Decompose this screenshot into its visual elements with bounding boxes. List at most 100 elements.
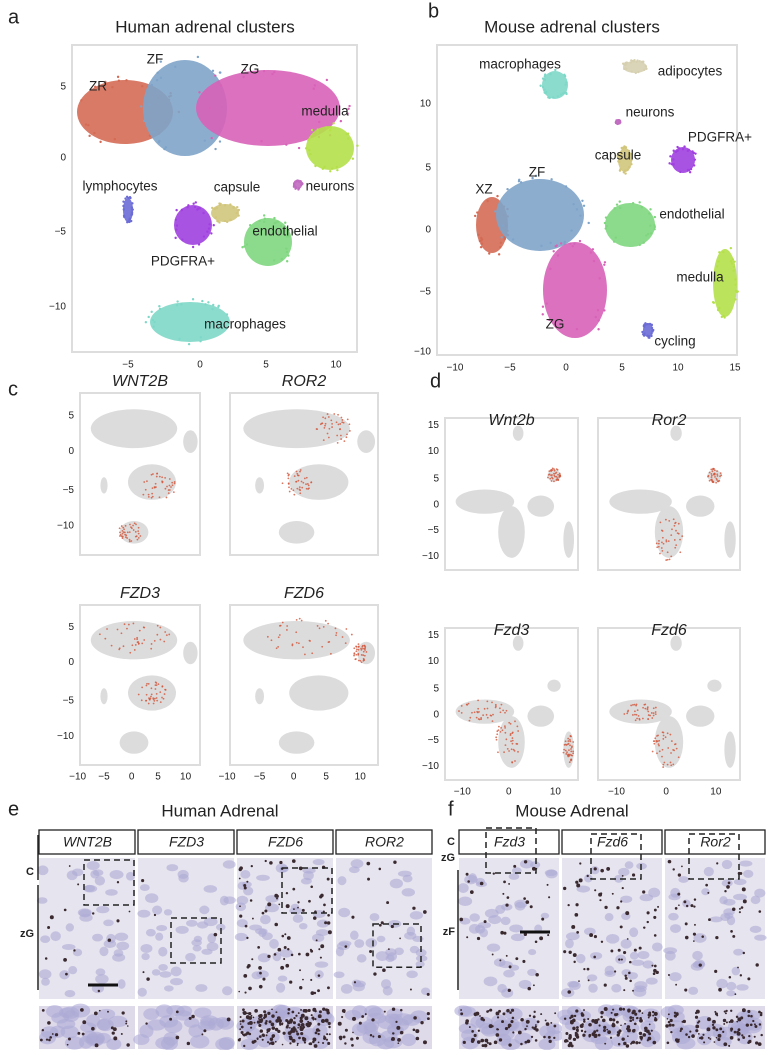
cell-dot <box>175 224 179 227</box>
expression-dot <box>144 488 147 491</box>
umap-silhouette <box>547 679 561 692</box>
nucleus <box>203 917 218 927</box>
signal-dot <box>571 924 576 929</box>
signal-dot <box>498 1038 503 1042</box>
cell-dot <box>589 251 593 254</box>
nucleus <box>257 953 271 963</box>
expression-dot <box>653 742 656 745</box>
signal-dot <box>502 892 505 895</box>
cell-dot <box>648 322 652 326</box>
expression-dot <box>119 531 121 534</box>
expression-dot <box>316 625 319 627</box>
expression-dot <box>353 654 355 657</box>
signal-dot <box>624 976 628 980</box>
signal-dot <box>320 1018 325 1023</box>
nucleus <box>235 902 247 912</box>
signal-dot <box>646 911 650 915</box>
cell-dot <box>223 204 227 207</box>
cell-dot <box>618 122 621 125</box>
cell-dot <box>262 214 266 217</box>
signal-dot <box>320 944 325 949</box>
signal-dot <box>310 991 315 995</box>
cell-dot <box>147 102 151 106</box>
signal-dot <box>239 914 243 918</box>
expression-dot <box>506 747 509 750</box>
cluster-label: ZF <box>147 52 164 67</box>
panel-letter: e <box>8 798 19 820</box>
cell-dot <box>287 254 290 257</box>
cell-dot <box>258 219 261 223</box>
signal-dot <box>281 1022 284 1025</box>
expression-dot <box>324 619 327 622</box>
signal-dot <box>554 1012 557 1015</box>
signal-dot <box>323 1036 327 1040</box>
expression-dot <box>150 687 153 690</box>
expression-dot <box>121 532 124 535</box>
cluster-label: neurons <box>626 105 675 120</box>
signal-dot <box>276 1016 281 1021</box>
signal-dot <box>344 945 348 948</box>
y-tick-label: 0 <box>68 657 74 668</box>
signal-dot <box>283 957 286 961</box>
nucleus <box>192 945 202 952</box>
signal-dot <box>253 1021 256 1024</box>
nucleus <box>96 1018 111 1031</box>
expression-dot <box>356 648 358 651</box>
expression-dot <box>293 475 296 478</box>
signal-dot <box>716 862 719 865</box>
signal-dot <box>599 899 602 902</box>
cell-dot <box>245 243 249 246</box>
expression-dot <box>673 524 676 527</box>
signal-dot <box>615 1012 619 1016</box>
expression-dot <box>665 540 668 543</box>
expression-dot <box>637 714 640 717</box>
expression-dot <box>670 534 673 536</box>
nucleus <box>723 908 735 916</box>
expression-dot <box>656 546 659 549</box>
signal-dot <box>694 1015 699 1019</box>
expression-dot <box>483 707 486 710</box>
nucleus <box>338 907 351 918</box>
expression-dot <box>494 703 497 706</box>
cell-dot <box>603 309 606 312</box>
cell-dot <box>198 207 201 210</box>
signal-dot <box>313 991 317 995</box>
signal-dot <box>607 1030 612 1035</box>
expression-dot <box>669 761 672 764</box>
signal-dot <box>602 1028 607 1033</box>
cell-dot <box>693 158 697 161</box>
expression-dot <box>146 682 148 685</box>
expression-dot <box>164 487 167 490</box>
signal-dot <box>587 979 590 982</box>
cell-dot <box>543 91 546 94</box>
signal-dot <box>722 1018 727 1023</box>
expression-dot <box>501 729 504 732</box>
signal-dot <box>579 1024 584 1028</box>
signal-dot <box>467 880 470 883</box>
expression-dot <box>124 536 127 538</box>
cell-dot <box>130 219 133 223</box>
expression-dot <box>300 619 303 622</box>
nucleus <box>141 952 150 961</box>
expression-dot <box>320 422 323 425</box>
signal-dot <box>747 1009 751 1014</box>
signal-dot <box>293 908 295 910</box>
signal-dot <box>296 1032 300 1036</box>
nucleus <box>83 884 95 892</box>
nucleus <box>356 954 367 963</box>
signal-dot <box>695 1029 699 1033</box>
signal-dot <box>264 859 267 863</box>
nucleus <box>519 859 534 869</box>
cell-dot <box>294 187 297 190</box>
expression-dot <box>513 750 516 752</box>
expression-dot <box>511 732 514 735</box>
expression-dot <box>655 542 658 545</box>
expression-dot <box>715 481 718 484</box>
cell-dot <box>646 322 649 326</box>
cell-dot <box>650 334 653 338</box>
signal-dot <box>261 911 265 915</box>
signal-dot <box>674 907 678 910</box>
expression-dot <box>348 423 351 426</box>
signal-dot <box>624 974 627 977</box>
